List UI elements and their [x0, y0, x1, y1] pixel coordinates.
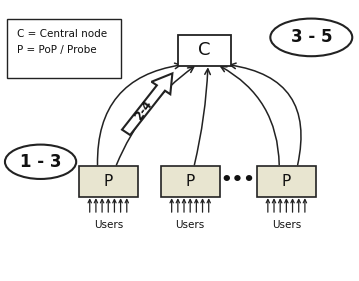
Text: 2-4: 2-4 — [132, 98, 155, 122]
Text: Users: Users — [94, 220, 123, 230]
Ellipse shape — [5, 145, 76, 179]
FancyBboxPatch shape — [79, 166, 137, 197]
Text: Users: Users — [272, 220, 301, 230]
Text: P: P — [104, 174, 113, 189]
Text: C: C — [198, 42, 211, 60]
FancyBboxPatch shape — [257, 166, 316, 197]
Text: C = Central node
P = PoP / Probe: C = Central node P = PoP / Probe — [18, 29, 108, 55]
Text: Users: Users — [176, 220, 205, 230]
FancyBboxPatch shape — [161, 166, 220, 197]
FancyArrow shape — [122, 73, 172, 135]
Text: 3 - 5: 3 - 5 — [290, 28, 332, 46]
Text: 1 - 3: 1 - 3 — [20, 153, 61, 171]
Text: P: P — [282, 174, 291, 189]
FancyBboxPatch shape — [178, 35, 231, 66]
Text: P: P — [186, 174, 195, 189]
FancyBboxPatch shape — [7, 19, 121, 78]
Text: •••: ••• — [221, 171, 256, 189]
Ellipse shape — [270, 19, 352, 56]
